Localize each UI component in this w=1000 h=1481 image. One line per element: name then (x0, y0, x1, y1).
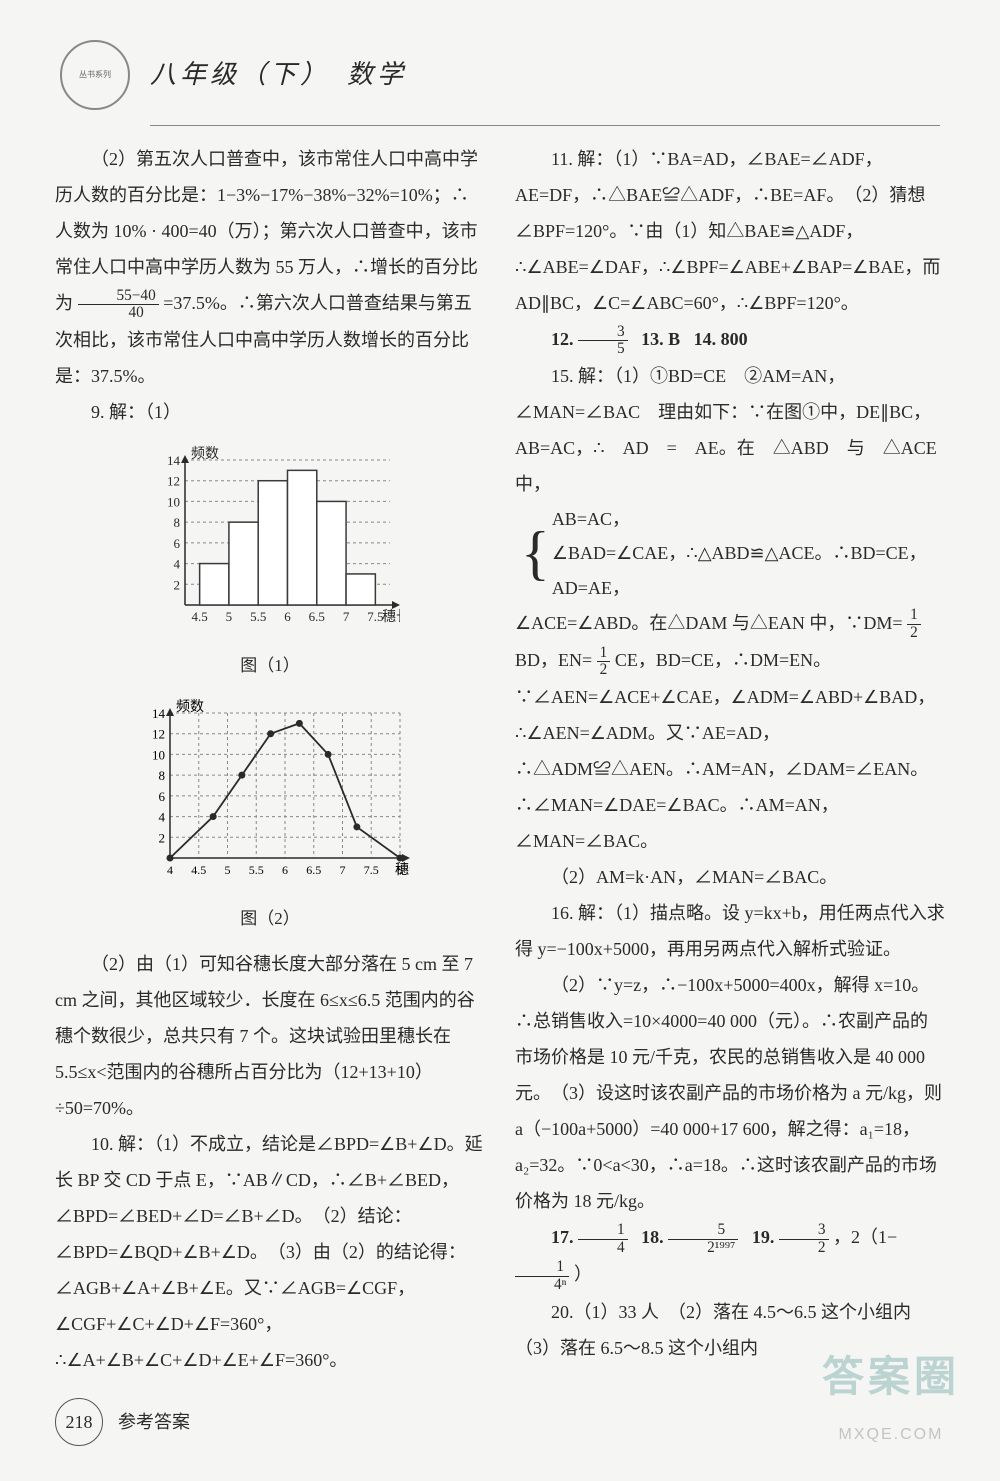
q20: 20.（1）33 人 （2）落在 4.5～6.5 这个小组内 (515, 1294, 945, 1330)
svg-text:4: 4 (174, 557, 181, 572)
svg-text:2: 2 (159, 830, 166, 845)
page-number: 218 (55, 1398, 103, 1446)
svg-text:8: 8 (159, 768, 166, 783)
q17-19: 17. 14 18. 52¹⁹⁹⁷ 19. 32 ，2（1− 14ⁿ ） (515, 1219, 945, 1293)
svg-text:5.5: 5.5 (250, 609, 266, 624)
watermark: 答案圈 MXQE.COM (822, 1335, 960, 1451)
logo-text: 丛书系列 (79, 67, 111, 83)
q9-label: 9. 解：（1） (55, 394, 485, 430)
svg-text:8: 8 (174, 515, 181, 530)
right-column: 11. 解：（1）∵BA=AD，∠BAE=∠ADF，AE=DF，∴△BAE≌△A… (515, 141, 945, 1378)
svg-text:6: 6 (159, 789, 166, 804)
chart2-caption: 图（2） (55, 902, 485, 936)
bar-chart-svg: 24681012144.555.566.577.5频数穗长 (140, 445, 400, 635)
svg-text:7: 7 (343, 609, 350, 624)
q10: 10. 解：（1）不成立，结论是∠BPD=∠B+∠D。延长 BP 交 CD 于点… (55, 1126, 485, 1378)
brace-icon: { (515, 523, 552, 583)
chart-2: 246810121444.555.566.577.58频数穗长 图（2） (55, 698, 485, 936)
svg-text:2: 2 (174, 577, 181, 592)
svg-text:14: 14 (167, 453, 181, 468)
svg-text:4.5: 4.5 (191, 863, 206, 877)
svg-text:12: 12 (167, 474, 180, 489)
svg-text:6.5: 6.5 (309, 609, 325, 624)
q-continue-text: （2）第五次人口普查中，该市常住人口中高中学历人数的百分比是：1−3%−17%−… (55, 141, 485, 394)
svg-text:7: 7 (340, 863, 346, 877)
svg-text:6.5: 6.5 (306, 863, 321, 877)
svg-text:频数: 频数 (191, 446, 219, 462)
footer-label: 参考答案 (118, 1404, 190, 1440)
svg-text:5: 5 (226, 609, 233, 624)
svg-text:穗长: 穗长 (382, 609, 400, 625)
svg-text:穗长: 穗长 (395, 862, 410, 878)
svg-text:10: 10 (152, 748, 165, 763)
svg-text:6: 6 (284, 609, 291, 624)
page-footer: 218 参考答案 (55, 1398, 190, 1446)
fraction: 55−40 40 (78, 288, 159, 323)
line-chart-svg: 246810121444.555.566.577.58频数穗长 (130, 698, 410, 888)
svg-text:5.5: 5.5 (249, 863, 264, 877)
chart1-caption: 图（1） (55, 649, 485, 683)
svg-text:4: 4 (167, 863, 173, 877)
svg-text:6: 6 (282, 863, 288, 877)
svg-text:10: 10 (167, 495, 180, 510)
q15e: （2）AM=k·AN，∠MAN=∠BAC。 (515, 859, 945, 895)
content-columns: （2）第五次人口普查中，该市常住人口中高中学历人数的百分比是：1−3%−17%−… (0, 141, 1000, 1378)
svg-text:7.5: 7.5 (364, 863, 379, 877)
q15b: ∠ACE=∠ABD。在△DAM 与△EAN 中，∵DM= 12 BD，EN= 1… (515, 605, 945, 859)
q15a: 15. 解：（1）①BD=CE ②AM=AN，∠MAN=∠BAC 理由如下：∵在… (515, 358, 945, 502)
q15-brace: { AB=AC， ∠BAD=∠CAE，∴△ABD≌△ACE。∴BD=CE， AD… (515, 502, 945, 605)
page-header: 丛书系列 八年级（下） 数学 (0, 0, 1000, 120)
q16a: 16. 解：（1）描点略。设 y=kx+b，用任两点代入求得 y=−100x+5… (515, 895, 945, 967)
q9-part2: （2）由（1）可知谷穗长度大部分落在 5 cm 至 7 cm 之间，其他区域较少… (55, 946, 485, 1126)
series-logo: 丛书系列 (60, 40, 130, 110)
svg-text:14: 14 (152, 706, 166, 721)
page-title: 八年级（下） 数学 (150, 49, 407, 101)
q11: 11. 解：（1）∵BA=AD，∠BAE=∠ADF，AE=DF，∴△BAE≌△A… (515, 141, 945, 321)
svg-text:4: 4 (159, 810, 166, 825)
svg-text:6: 6 (174, 536, 181, 551)
fraction: 3 5 (578, 324, 628, 359)
svg-text:5: 5 (225, 863, 231, 877)
q16b: （2）∵y=z，∴−100x+5000=400x，解得 x=10。∴总销售收入=… (515, 967, 945, 1219)
left-column: （2）第五次人口普查中，该市常住人口中高中学历人数的百分比是：1−3%−17%−… (55, 141, 485, 1378)
svg-text:频数: 频数 (176, 699, 204, 715)
svg-text:4.5: 4.5 (192, 609, 208, 624)
chart-1: 24681012144.555.566.577.5频数穗长 图（1） (55, 445, 485, 683)
header-divider (150, 125, 940, 126)
svg-text:12: 12 (152, 727, 165, 742)
q12-14: 12. 3 5 13. B 14. 800 (515, 321, 945, 358)
